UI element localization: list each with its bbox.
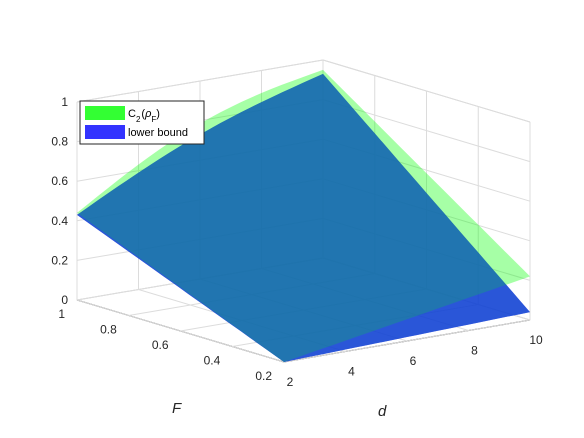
legend-c2-name: C: [128, 108, 136, 120]
z-tick-label: 1: [61, 95, 68, 109]
grid-line-z: [322, 99, 531, 163]
y-tick-label: 0.6: [152, 338, 169, 352]
z-tick-label: 0.4: [51, 214, 68, 228]
y-tick-label: 0.2: [255, 369, 272, 383]
z-tick-label: 0.6: [51, 174, 68, 188]
legend-label-c2: C2(ρF): [128, 108, 160, 124]
surface-overlap: [77, 73, 530, 363]
legend-c2-open: (: [141, 108, 145, 120]
x-tick-label: 8: [471, 344, 478, 358]
z-tick-label: 0: [61, 293, 68, 307]
y-tick-label: 0.4: [204, 354, 221, 368]
z-tick-label: 0.2: [51, 253, 68, 267]
y-tick-label: 1: [58, 307, 65, 321]
legend-c2-close: ): [156, 108, 160, 120]
legend-label-lower-bound: lower bound: [128, 127, 188, 139]
grid-line-z: [322, 59, 531, 123]
grid-line-y: [283, 319, 531, 363]
legend-c2-arg: ρ: [144, 108, 151, 120]
y-axis-label: F: [172, 400, 182, 417]
surfaces: [77, 69, 530, 363]
x-tick-label: 2: [287, 375, 294, 389]
legend: C2(ρF) lower bound: [79, 100, 205, 145]
x-axis-label: d: [378, 403, 387, 420]
legend-c2-arg-sub: F: [151, 115, 156, 124]
y-tick-label: 0.8: [100, 323, 117, 337]
legend-swatch-lower-bound: [85, 125, 125, 139]
grid-line-z: [76, 59, 324, 103]
x-tick-label: 10: [529, 333, 543, 347]
legend-swatch-c2: [85, 106, 125, 120]
legend-c2-sub: 2: [136, 115, 141, 124]
x-tick-label: 6: [410, 354, 417, 368]
z-tick-label: 0.8: [51, 135, 68, 149]
x-tick-label: 4: [348, 365, 355, 379]
